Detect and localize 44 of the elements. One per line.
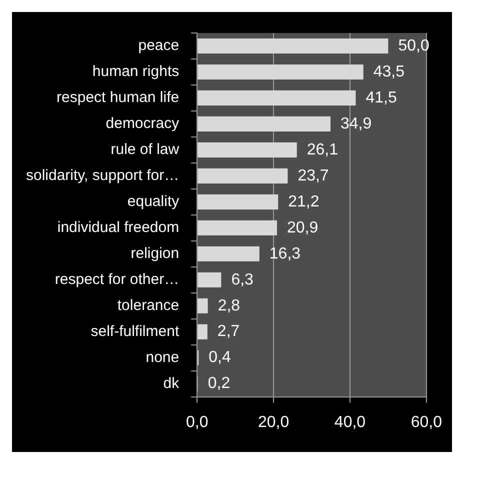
data-label: 16,3: [269, 245, 301, 262]
bar: [198, 220, 277, 236]
data-label: 0,2: [208, 375, 230, 392]
data-label: 0,4: [208, 349, 231, 366]
bar: [198, 246, 260, 262]
y-tick-label: individual freedom: [57, 219, 180, 236]
y-tick-label: self-fulfilment: [90, 322, 180, 340]
y-tick-label: religion: [130, 245, 180, 262]
bar: [198, 64, 364, 80]
bar: [198, 142, 297, 158]
y-tick-label: equality: [127, 193, 180, 210]
bar: [198, 90, 356, 106]
x-tick-label: 40,0: [334, 414, 366, 431]
bar: [198, 116, 330, 132]
y-tick-label: tolerance: [117, 296, 180, 314]
bar: [198, 194, 278, 210]
data-label: 43,5: [373, 63, 405, 80]
bar: [198, 38, 388, 54]
data-label: 2,8: [218, 297, 240, 314]
x-tick-label: 0,0: [186, 414, 208, 431]
y-tick-label: peace: [138, 37, 180, 54]
y-tick-label: none: [146, 348, 180, 366]
y-tick-label: dk: [163, 374, 180, 392]
data-label: 20,9: [286, 219, 318, 236]
bar: [198, 298, 208, 314]
data-label: 6,3: [231, 271, 254, 288]
data-label: 41,5: [366, 89, 397, 106]
data-label: 50,0: [398, 37, 430, 54]
bar: [198, 168, 288, 184]
y-tick-label: human rights: [92, 63, 180, 80]
data-label: 23,7: [298, 167, 329, 184]
data-label: 21,2: [288, 193, 320, 210]
bar: [198, 324, 208, 340]
y-tick-label: solidarity, support for…: [26, 167, 180, 184]
bar: [198, 272, 222, 288]
x-tick-label: 60,0: [410, 414, 442, 431]
y-tick-label: democracy: [106, 115, 180, 132]
y-tick-label: respect human life: [56, 89, 180, 106]
x-tick-label: 20,0: [258, 414, 290, 431]
data-label: 26,1: [306, 141, 338, 158]
data-label: 2,7: [217, 323, 240, 340]
y-tick-label: rule of law: [110, 141, 180, 158]
y-tick-label: respect for other…: [54, 271, 180, 288]
data-label: 34,9: [340, 115, 372, 132]
